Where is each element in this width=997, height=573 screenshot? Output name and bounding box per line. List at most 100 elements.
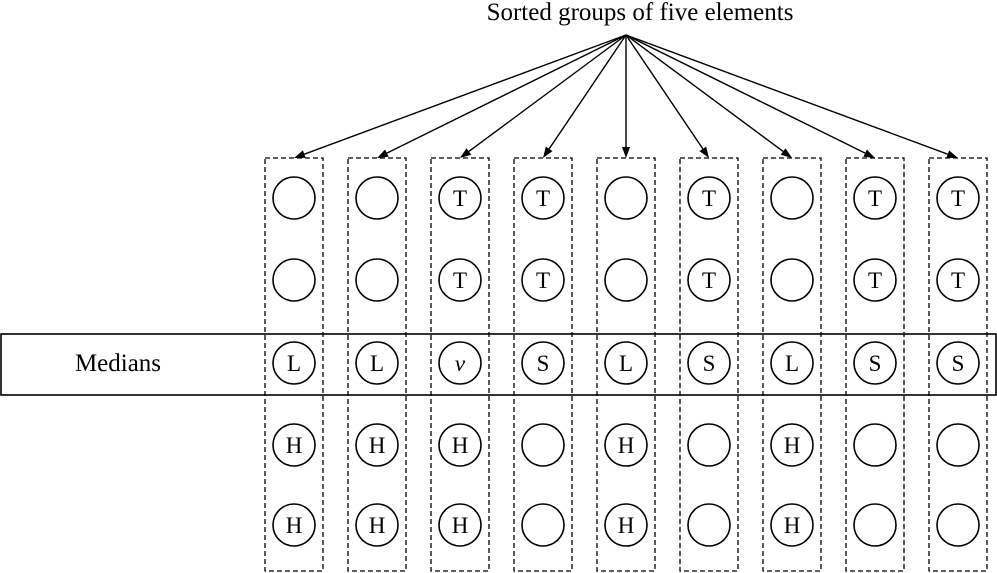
element-label: S bbox=[703, 351, 716, 376]
element-label: H bbox=[784, 513, 801, 538]
element-label: T bbox=[868, 186, 882, 211]
element-circle bbox=[355, 258, 399, 302]
arrows-layer bbox=[294, 34, 958, 158]
element-circle bbox=[770, 503, 814, 547]
element-circle bbox=[272, 423, 316, 467]
group-column: T T S bbox=[845, 157, 905, 572]
arrow-head bbox=[863, 149, 875, 158]
element-circle bbox=[853, 503, 897, 547]
element-circle bbox=[604, 258, 648, 302]
element-circle bbox=[272, 341, 316, 385]
group-arrow bbox=[460, 34, 627, 158]
arrow-head bbox=[622, 147, 630, 158]
arrow-shaft bbox=[386, 34, 627, 154]
group-arrow bbox=[625, 34, 958, 158]
element-circle bbox=[438, 423, 482, 467]
element-circle bbox=[687, 176, 731, 220]
element-circle bbox=[853, 423, 897, 467]
group-dashed-box bbox=[679, 157, 739, 572]
element-label: T bbox=[951, 268, 965, 293]
element-circle bbox=[438, 503, 482, 547]
group-dashed-box bbox=[430, 157, 490, 572]
arrow-head bbox=[946, 150, 958, 158]
element-label: T bbox=[536, 268, 550, 293]
element-circle bbox=[521, 503, 565, 547]
group-arrow bbox=[625, 34, 792, 158]
element-label: H bbox=[286, 513, 303, 538]
group-dashed-box bbox=[347, 157, 407, 572]
element-circle bbox=[438, 258, 482, 302]
element-label: L bbox=[785, 351, 799, 376]
element-label: v bbox=[455, 351, 466, 376]
element-circle bbox=[770, 258, 814, 302]
group-arrow bbox=[625, 34, 875, 158]
group-arrow bbox=[294, 34, 627, 158]
element-circle bbox=[687, 258, 731, 302]
group-column: L H H bbox=[596, 157, 656, 572]
group-column: L H H bbox=[347, 157, 407, 572]
element-circle bbox=[355, 503, 399, 547]
element-circle bbox=[687, 341, 731, 385]
arrow-shaft bbox=[468, 34, 627, 153]
arrow-head bbox=[294, 150, 306, 158]
element-label: H bbox=[369, 513, 386, 538]
arrow-shaft bbox=[625, 34, 784, 153]
element-label: T bbox=[536, 186, 550, 211]
medians-row-label: Medians bbox=[75, 350, 161, 377]
group-arrow bbox=[543, 34, 627, 158]
arrow-shaft bbox=[625, 34, 948, 155]
arrow-head bbox=[377, 149, 389, 158]
element-circle bbox=[604, 176, 648, 220]
element-circle bbox=[936, 341, 980, 385]
arrow-shaft bbox=[304, 34, 627, 155]
element-circle bbox=[521, 423, 565, 467]
element-circle bbox=[853, 341, 897, 385]
arrow-head bbox=[460, 148, 472, 158]
group-dashed-box bbox=[928, 157, 988, 572]
group-dashed-box bbox=[845, 157, 905, 572]
group-arrow bbox=[377, 34, 627, 158]
group-dashed-box bbox=[596, 157, 656, 572]
element-label: T bbox=[702, 186, 716, 211]
element-circle bbox=[521, 258, 565, 302]
group-column: T T S bbox=[513, 157, 573, 572]
element-label: H bbox=[286, 433, 303, 458]
element-label: H bbox=[369, 433, 386, 458]
element-label: S bbox=[869, 351, 882, 376]
element-circle bbox=[604, 423, 648, 467]
element-circle bbox=[936, 503, 980, 547]
group-column: T Tv H H bbox=[430, 157, 490, 572]
group-arrow bbox=[622, 35, 630, 158]
element-label: H bbox=[618, 433, 635, 458]
groups-layer: L H H L H H T Tv H H T T S L H H T T S L H H T T S T T S bbox=[264, 157, 988, 572]
element-circle bbox=[853, 258, 897, 302]
element-label: T bbox=[453, 268, 467, 293]
element-label: L bbox=[370, 351, 384, 376]
arrow-shaft bbox=[625, 34, 704, 150]
group-dashed-box bbox=[264, 157, 324, 572]
diagram-title: Sorted groups of five elements bbox=[487, 0, 794, 26]
element-circle bbox=[272, 176, 316, 220]
element-circle bbox=[272, 258, 316, 302]
arrow-shaft bbox=[548, 34, 627, 150]
element-circle bbox=[770, 341, 814, 385]
group-arrow bbox=[625, 34, 709, 158]
element-label: S bbox=[952, 351, 965, 376]
element-circle bbox=[936, 423, 980, 467]
group-column: T T S bbox=[679, 157, 739, 572]
element-circle bbox=[438, 176, 482, 220]
element-circle bbox=[521, 176, 565, 220]
medians-row-box bbox=[0, 333, 997, 396]
group-column: L H H bbox=[762, 157, 822, 572]
element-label: T bbox=[702, 268, 716, 293]
group-column: T T S bbox=[928, 157, 988, 572]
element-label: T bbox=[951, 186, 965, 211]
arrow-head bbox=[543, 146, 553, 158]
element-circle bbox=[355, 423, 399, 467]
element-circle bbox=[936, 176, 980, 220]
element-label: T bbox=[868, 268, 882, 293]
element-circle bbox=[438, 341, 482, 385]
element-circle bbox=[687, 503, 731, 547]
element-circle bbox=[355, 176, 399, 220]
